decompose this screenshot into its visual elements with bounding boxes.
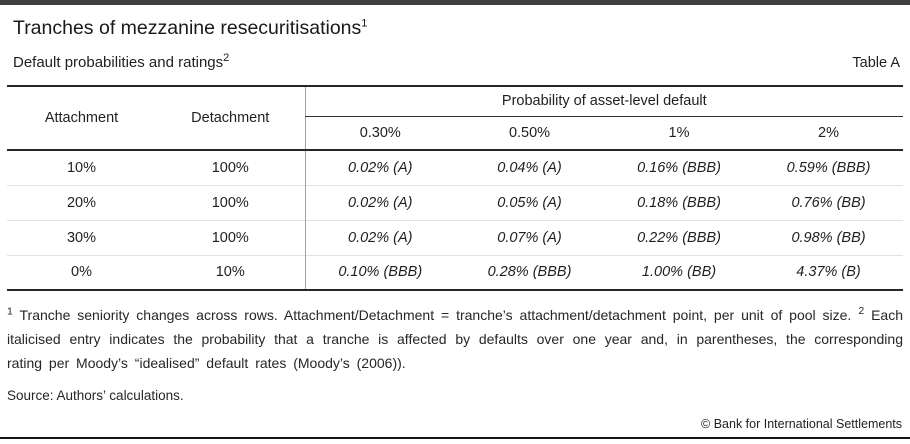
bottom-divider-bar <box>0 437 910 439</box>
table-row: 20% 100% 0.02% (A) 0.05% (A) 0.18% (BBB)… <box>7 184 904 220</box>
copyright-notice: © Bank for International Settlements <box>701 417 902 431</box>
cell-prob: 4.37% (B) <box>754 254 904 290</box>
column-header-detachment: Detachment <box>156 86 305 151</box>
column-header-attachment: Attachment <box>7 86 156 151</box>
cell-prob: 0.98% (BB) <box>754 219 904 255</box>
cell-attachment: 10% <box>66 159 97 176</box>
cell-prob: 0.05% (A) <box>455 184 604 220</box>
column-header-prob-030: 0.30% <box>304 116 455 151</box>
table-row: 30% 100% 0.02% (A) 0.07% (A) 0.22% (BBB)… <box>7 219 904 255</box>
footnote-2-marker: 2 <box>858 305 865 318</box>
cell-prob: 0.18% (BBB) <box>604 184 754 220</box>
cell-prob: 1.00% (BB) <box>604 254 754 290</box>
subtitle-row: Default probabilities and ratings2 Table… <box>13 52 903 73</box>
cell-prob: 0.10% (BBB) <box>304 254 455 290</box>
cell-prob: 0.02% (A) <box>304 219 455 255</box>
subtitle-text: Default probabilities and ratings <box>13 54 224 71</box>
cell-prob: 0.22% (BBB) <box>604 219 754 255</box>
cell-prob: 0.07% (A) <box>455 219 604 255</box>
cell-detachment: 100% <box>156 219 305 255</box>
cell-detachment: 100% <box>211 159 249 176</box>
footnote-1-text: Tranche seniority changes across rows. A… <box>19 307 852 323</box>
cell-prob: 0.02% (A) <box>304 184 455 220</box>
data-table: Attachment Detachment Probability of ass… <box>7 85 904 291</box>
column-header-prob-2: 2% <box>754 116 904 151</box>
table-group-header-row: Attachment Detachment Probability of ass… <box>7 86 904 151</box>
column-header-prob-1: 1% <box>604 116 754 151</box>
subtitle-footnote-marker: 2 <box>223 52 230 64</box>
subtitle: Default probabilities and ratings2 <box>13 52 229 73</box>
cell-attachment: 30% <box>7 219 156 255</box>
table-label: Table A <box>852 55 900 71</box>
table-subheader-row: 0.30% 0.50% 1% 2% <box>7 116 904 151</box>
title-footnote-marker: 1 <box>361 17 368 30</box>
column-header-prob-050: 0.50% <box>455 116 604 151</box>
page-title: Tranches of mezzanine resecuritisations1 <box>13 15 903 42</box>
table-row: 10% 100% 0.02% (A) 0.04% (A) 0.16% (BBB)… <box>7 150 903 185</box>
source-line: Source: Authors’ calculations. <box>7 388 184 403</box>
cell-prob: 0.16% (BBB) <box>637 159 721 176</box>
page-title-text: Tranches of mezzanine resecuritisations <box>13 17 362 39</box>
cell-attachment: 20% <box>7 184 156 220</box>
column-group-header: Probability of asset-level default <box>304 86 904 117</box>
cell-prob: 0.28% (BBB) <box>455 254 604 290</box>
cell-attachment: 0% <box>7 254 156 290</box>
cell-detachment: 100% <box>156 184 305 220</box>
cell-prob: 0.02% (A) <box>304 150 455 185</box>
footnote-2-text: Each italicised entry indicates the prob… <box>7 307 904 371</box>
footnote-block: 1 Tranche seniority changes across rows.… <box>7 303 903 375</box>
cell-detachment: 10% <box>156 254 305 290</box>
cell-prob: 0.59% (BBB) <box>786 159 871 176</box>
footnote-1-marker: 1 <box>7 305 13 318</box>
table-row: 0% 10% 0.10% (BBB) 0.28% (BBB) 1.00% (BB… <box>7 254 904 290</box>
content-area: Tranches of mezzanine resecuritisations1… <box>0 15 910 403</box>
cell-prob: 0.76% (BB) <box>754 184 904 220</box>
top-divider-bar <box>0 0 910 5</box>
cell-prob: 0.04% (A) <box>497 159 562 176</box>
